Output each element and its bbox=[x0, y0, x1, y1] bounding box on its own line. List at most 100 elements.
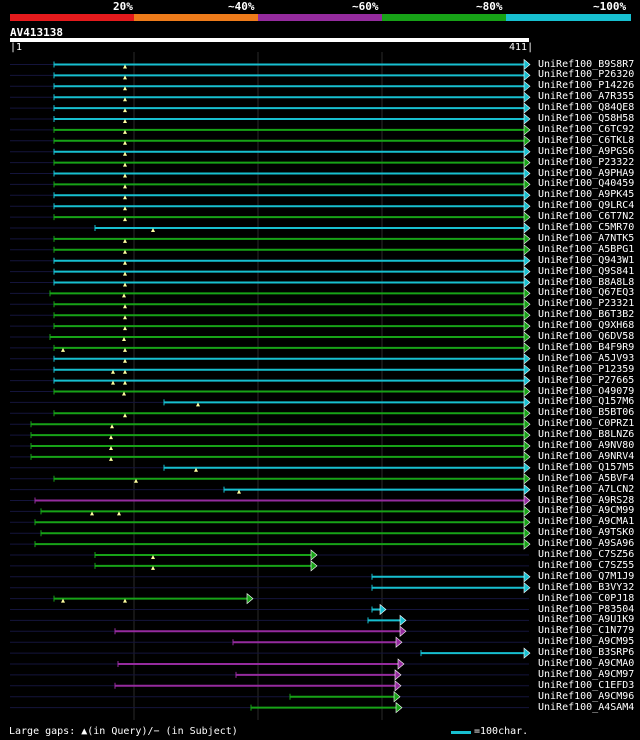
hit-name-link[interactable]: UniRef100_Q157M5 bbox=[538, 461, 635, 473]
hit-arrow bbox=[523, 505, 531, 518]
hit-name-link[interactable]: UniRef100_A9CM95 bbox=[538, 636, 635, 648]
hit-arrow bbox=[523, 342, 531, 354]
query-gap-marker bbox=[123, 238, 127, 243]
hit-name-link[interactable]: UniRef100_P23322 bbox=[538, 156, 635, 168]
hit-arrow bbox=[523, 298, 531, 310]
hit-name-link[interactable]: UniRef100_C0PRZ1 bbox=[538, 418, 635, 430]
hit-name-link[interactable]: UniRef100_A5JV93 bbox=[538, 352, 635, 364]
hit-name-link[interactable]: UniRef100_C6T7N2 bbox=[538, 211, 635, 223]
query-gap-marker bbox=[123, 119, 127, 123]
query-gap-marker bbox=[123, 315, 127, 320]
legend-label-40: ~40% bbox=[228, 0, 255, 13]
hit-name-link[interactable]: UniRef100_A9PGS6 bbox=[538, 145, 635, 157]
hit-name-link[interactable]: UniRef100_A9U1K9 bbox=[538, 614, 635, 626]
hit-name-link[interactable]: UniRef100_Q40459 bbox=[538, 178, 635, 190]
hit-name-link[interactable]: UniRef100_C1N779 bbox=[538, 625, 635, 637]
hit-name-link[interactable]: UniRef100_C6TKL8 bbox=[538, 134, 635, 146]
hit-name-link[interactable]: UniRef100_B3SRP6 bbox=[538, 647, 635, 659]
hit-name-link[interactable]: UniRef100_A7R355 bbox=[538, 91, 635, 103]
hit-name-link[interactable]: UniRef100_A9SA96 bbox=[538, 538, 635, 550]
hit-name-link[interactable]: UniRef100_A9CMA0 bbox=[538, 658, 635, 669]
hit-arrow bbox=[379, 603, 387, 616]
hit-arrow bbox=[523, 407, 531, 419]
hit-name-link[interactable]: UniRef100_A5BVF4 bbox=[538, 472, 635, 484]
query-gap-marker bbox=[123, 249, 127, 254]
hit-arrow bbox=[394, 669, 402, 681]
hit-name-link[interactable]: UniRef100_B9S8R7 bbox=[538, 58, 635, 70]
hit-name-link[interactable]: UniRef100_Q943W1 bbox=[538, 254, 635, 266]
hit-name-link[interactable]: UniRef100_A4SAM4 bbox=[538, 701, 635, 713]
hit-name-link[interactable]: UniRef100_B4F9R9 bbox=[538, 341, 635, 353]
hit-arrow bbox=[523, 527, 531, 539]
hit-name-link[interactable]: UniRef100_C0PJ18 bbox=[538, 592, 635, 604]
hit-arrow bbox=[310, 560, 318, 572]
query-gap-marker bbox=[61, 598, 65, 603]
hit-name-link[interactable]: UniRef100_A7NTK5 bbox=[538, 232, 635, 244]
hit-arrow bbox=[523, 582, 531, 594]
hit-name-link[interactable]: UniRef100_P27665 bbox=[538, 374, 635, 386]
hit-arrow bbox=[523, 320, 531, 332]
hit-arrow bbox=[393, 691, 401, 703]
hit-name-link[interactable]: UniRef100_B8LNZ6 bbox=[538, 429, 635, 441]
hit-name-link[interactable]: UniRef100_Q67EQ3 bbox=[538, 287, 635, 299]
hit-name-link[interactable]: UniRef100_Q157M6 bbox=[538, 396, 635, 408]
hit-name-link[interactable]: UniRef100_P14226 bbox=[538, 80, 635, 92]
hit-arrow bbox=[523, 222, 531, 234]
hit-name-link[interactable]: UniRef100_P83504 bbox=[538, 603, 635, 615]
hit-arrow bbox=[523, 538, 531, 550]
hit-name-link[interactable]: UniRef100_Q6DV58 bbox=[538, 331, 635, 342]
hit-name-link[interactable]: UniRef100_A9CM96 bbox=[538, 690, 635, 702]
hit-name-link[interactable]: UniRef100_Q9XH68 bbox=[538, 320, 635, 332]
query-gap-marker bbox=[109, 446, 113, 450]
hit-name-link[interactable]: UniRef100_B6T3B2 bbox=[538, 309, 635, 321]
hit-arrow bbox=[523, 483, 531, 496]
query-gap-marker bbox=[123, 413, 127, 418]
hit-name-link[interactable]: UniRef100_P23321 bbox=[538, 298, 635, 310]
hit-name-link[interactable]: UniRef100_A9NV80 bbox=[538, 440, 635, 451]
query-label: AV413138 bbox=[10, 26, 63, 39]
hit-arrow bbox=[523, 189, 531, 201]
hit-arrow bbox=[523, 364, 531, 376]
hit-arrow bbox=[523, 331, 531, 343]
hit-name-link[interactable]: UniRef100_A9CM99 bbox=[538, 505, 635, 517]
hit-name-link[interactable]: UniRef100_A7LCN2 bbox=[538, 483, 635, 495]
hit-name-link[interactable]: UniRef100_A9CMA1 bbox=[538, 516, 635, 528]
hit-name-link[interactable]: UniRef100_Q9LRC4 bbox=[538, 200, 635, 212]
hit-arrow bbox=[523, 233, 531, 245]
hit-arrow bbox=[523, 69, 531, 82]
hit-name-link[interactable]: UniRef100_Q84QE8 bbox=[538, 102, 635, 114]
hit-name-link[interactable]: UniRef100_C6TC92 bbox=[538, 123, 635, 135]
hit-arrow bbox=[397, 658, 405, 670]
hit-name-link[interactable]: UniRef100_B8A8L8 bbox=[538, 276, 635, 288]
hit-name-link[interactable]: UniRef100_Q58H58 bbox=[538, 113, 635, 124]
hit-name-link[interactable]: UniRef100_A9RS28 bbox=[538, 494, 635, 506]
query-gap-marker bbox=[123, 162, 127, 167]
hit-name-link[interactable]: UniRef100_C7SZ55 bbox=[538, 559, 635, 571]
hit-name-link[interactable]: UniRef100_A9NRV4 bbox=[538, 450, 635, 462]
hit-name-link[interactable]: UniRef100_A5BPG1 bbox=[538, 243, 635, 255]
query-gap-marker bbox=[122, 293, 126, 298]
hit-name-link[interactable]: UniRef100_P26320 bbox=[538, 69, 635, 81]
hit-name-link[interactable]: UniRef100_A9PHA9 bbox=[538, 167, 635, 179]
hit-arrow bbox=[523, 276, 531, 289]
hit-arrow bbox=[523, 102, 531, 114]
hit-name-link[interactable]: UniRef100_C5MR70 bbox=[538, 222, 635, 233]
hit-name-link[interactable]: UniRef100_A9CM97 bbox=[538, 668, 635, 680]
query-gap-marker bbox=[111, 380, 115, 385]
hit-name-link[interactable]: UniRef100_C7SZ56 bbox=[538, 549, 635, 560]
hit-name-link[interactable]: UniRef100_B5BT06 bbox=[538, 407, 635, 419]
hit-arrow bbox=[523, 309, 531, 321]
hit-name-link[interactable]: UniRef100_A9TSK0 bbox=[538, 527, 635, 539]
hit-name-link[interactable]: UniRef100_B3VY32 bbox=[538, 581, 635, 593]
hit-name-link[interactable]: UniRef100_A9PK45 bbox=[538, 189, 635, 201]
hit-arrow bbox=[523, 146, 531, 158]
query-gap-marker bbox=[123, 108, 127, 113]
hit-name-link[interactable]: UniRef100_Q9S841 bbox=[538, 265, 635, 277]
hit-arrow bbox=[523, 462, 531, 474]
hit-name-link[interactable]: UniRef100_P12359 bbox=[538, 363, 635, 375]
query-gap-marker bbox=[123, 140, 127, 145]
hit-name-link[interactable]: UniRef100_Q7M1J9 bbox=[538, 570, 635, 582]
hit-arrow bbox=[523, 440, 531, 452]
hit-name-link[interactable]: UniRef100_C1EFD3 bbox=[538, 679, 635, 691]
hit-name-link[interactable]: UniRef100_O49079 bbox=[538, 385, 635, 397]
